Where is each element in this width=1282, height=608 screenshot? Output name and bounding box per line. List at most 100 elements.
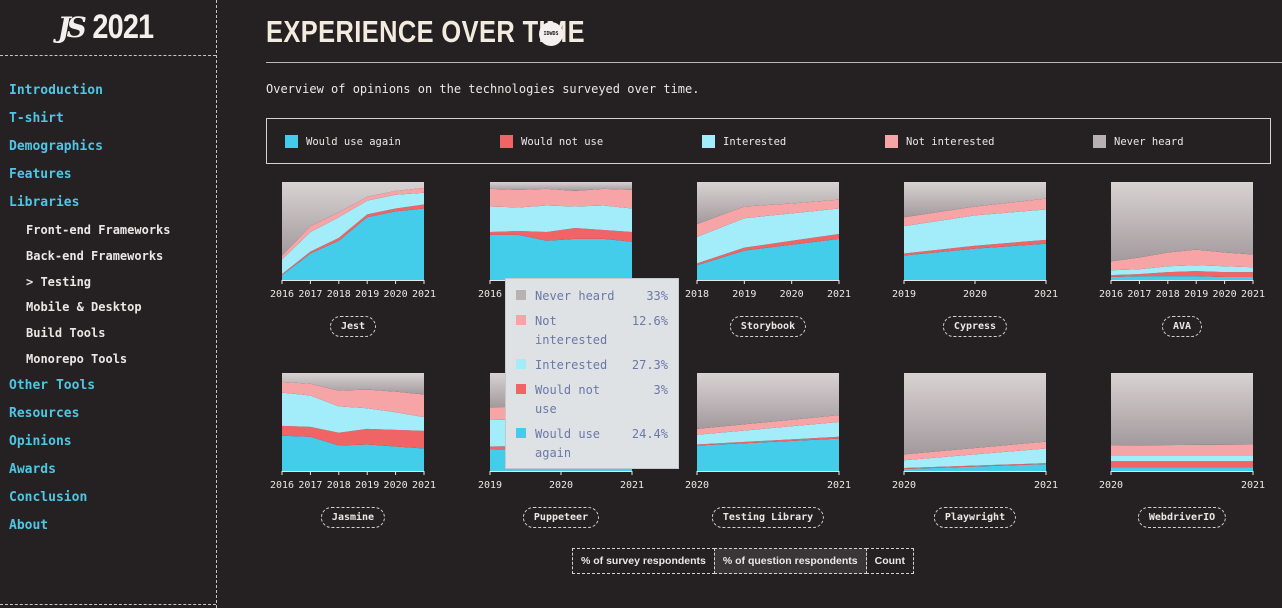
legend-label: Would not use bbox=[521, 135, 604, 148]
tool-name-button[interactable]: Cypress bbox=[942, 316, 1008, 337]
x-tick-label: 2017 bbox=[1127, 289, 1151, 300]
legend-label: Would use again bbox=[306, 135, 401, 148]
area-never-heard[interactable] bbox=[904, 373, 1046, 455]
tool-name-button[interactable]: Jasmine bbox=[320, 507, 386, 528]
sidebar-item-testing[interactable]: > Testing bbox=[26, 274, 92, 289]
x-tick-label: 2020 bbox=[892, 480, 916, 491]
area-interested[interactable] bbox=[904, 448, 1046, 469]
sidebar-item-libraries[interactable]: Libraries bbox=[9, 195, 80, 210]
chart-svg: 2016 2017 2018 2019 2020 2021 bbox=[270, 182, 436, 300]
x-tick-label: 2018 bbox=[1156, 289, 1180, 300]
sidebar-item-awards[interactable]: Awards bbox=[9, 461, 56, 477]
area-not-interested[interactable] bbox=[1111, 249, 1253, 271]
area-never-heard[interactable] bbox=[697, 182, 839, 225]
legend-item-interested[interactable]: Interested bbox=[702, 135, 786, 148]
area-would-not-use[interactable] bbox=[697, 233, 839, 266]
area-would-use[interactable] bbox=[282, 208, 424, 280]
area-never-heard[interactable] bbox=[1111, 373, 1253, 446]
area-not-interested[interactable] bbox=[904, 441, 1046, 461]
sidebar-item-monorepo-tools[interactable]: Monorepo Tools bbox=[26, 351, 128, 366]
area-never-heard[interactable] bbox=[490, 182, 632, 191]
chart-svg: 2016 2017 2018 2019 2020 2021 bbox=[1099, 182, 1265, 300]
area-never-heard[interactable] bbox=[697, 373, 839, 429]
area-would-use[interactable] bbox=[904, 243, 1046, 280]
area-never-heard[interactable] bbox=[904, 182, 1046, 218]
sidebar-item-about[interactable]: About bbox=[9, 517, 49, 533]
area-would-not-use[interactable] bbox=[1111, 461, 1253, 468]
legend-label: Not interested bbox=[906, 135, 995, 148]
area-would-not-use[interactable] bbox=[904, 239, 1046, 256]
sidebar-item-demographics[interactable]: Demographics bbox=[9, 139, 103, 154]
chart-playwright: 2020 2021 Playwright bbox=[888, 373, 1078, 543]
x-tick-label: 2018 bbox=[685, 289, 709, 300]
sidebar-item-t-shirt[interactable]: T-shirt bbox=[9, 111, 64, 126]
area-never-heard[interactable] bbox=[282, 373, 424, 395]
area-would-use[interactable] bbox=[282, 435, 424, 471]
tooltip-swatch bbox=[516, 359, 526, 369]
area-interested[interactable] bbox=[1111, 455, 1253, 462]
x-tick-label: 2020 bbox=[1213, 289, 1237, 300]
area-not-interested[interactable] bbox=[904, 198, 1046, 227]
tool-name-button[interactable]: WebdriverIO bbox=[1137, 507, 1227, 528]
sidebar-item-resources[interactable]: Resources bbox=[9, 405, 80, 421]
area-interested[interactable] bbox=[697, 208, 839, 264]
tool-name-button[interactable]: Jest bbox=[329, 316, 377, 337]
area-would-use[interactable] bbox=[697, 438, 839, 471]
area-not-interested[interactable] bbox=[490, 188, 632, 209]
area-never-heard[interactable] bbox=[282, 182, 424, 256]
area-would-not-use[interactable] bbox=[1111, 271, 1253, 278]
tool-name-button[interactable]: Playwright bbox=[933, 507, 1017, 528]
area-interested[interactable] bbox=[697, 422, 839, 445]
area-would-use[interactable] bbox=[490, 234, 632, 280]
area-not-interested[interactable] bbox=[697, 199, 839, 237]
ids-badge[interactable]: IDWDS bbox=[539, 22, 563, 46]
sidebar-item-features[interactable]: Features bbox=[9, 167, 72, 182]
area-would-use[interactable] bbox=[1111, 467, 1253, 471]
area-not-interested[interactable] bbox=[282, 381, 424, 418]
sidebar-item-introduction[interactable]: Introduction bbox=[9, 83, 103, 98]
sidebar-item-mobile-desktop[interactable]: Mobile & Desktop bbox=[26, 300, 142, 315]
unit-button-count[interactable]: Count bbox=[865, 548, 914, 574]
sidebar-item-opinions[interactable]: Opinions bbox=[9, 433, 72, 449]
legend-item-would-not-use[interactable]: Would not use bbox=[500, 135, 603, 148]
tool-name-button[interactable]: AVA bbox=[1161, 316, 1203, 337]
area-would-not-use[interactable] bbox=[282, 425, 424, 449]
unit-button-of-survey-respondents[interactable]: % of survey respondents bbox=[572, 548, 715, 574]
sidebar-item-conclusion[interactable]: Conclusion bbox=[9, 489, 88, 505]
legend-item-would-use[interactable]: Would use again bbox=[285, 135, 401, 148]
area-would-not-use[interactable] bbox=[697, 436, 839, 446]
tooltip-row-interested: Interested 27.3% bbox=[516, 356, 668, 375]
area-interested[interactable] bbox=[904, 209, 1046, 254]
area-not-interested[interactable] bbox=[697, 415, 839, 435]
area-would-use[interactable] bbox=[1111, 276, 1253, 280]
chart-svg: 2020 2021 bbox=[1099, 373, 1265, 491]
sidebar-item-front-end-frameworks[interactable]: Front-end Frameworks bbox=[26, 223, 171, 237]
area-would-use[interactable] bbox=[904, 464, 1046, 471]
tooltip-value: 33% bbox=[646, 289, 668, 303]
tool-name-button[interactable]: Testing Library bbox=[711, 507, 825, 528]
tooltip-label: Would not use bbox=[535, 383, 601, 416]
area-interested[interactable] bbox=[282, 192, 424, 275]
area-interested[interactable] bbox=[490, 205, 632, 232]
area-would-not-use[interactable] bbox=[904, 463, 1046, 470]
tool-name-button[interactable]: Puppeteer bbox=[522, 507, 600, 528]
sidebar-item-build-tools[interactable]: Build Tools bbox=[26, 326, 106, 341]
logo[interactable]: JS 2021 bbox=[0, 0, 216, 56]
legend-item-never-heard[interactable]: Never heard bbox=[1093, 135, 1184, 148]
sidebar-item-other-tools[interactable]: Other Tools bbox=[9, 377, 96, 393]
unit-button-of-question-respondents[interactable]: % of question respondents bbox=[713, 548, 867, 574]
chart-tooltip: Never heard 33% Not interested 12.6% Interes… bbox=[505, 278, 679, 469]
area-would-use[interactable] bbox=[697, 238, 839, 280]
x-tick-label: 2020 bbox=[685, 480, 709, 491]
area-interested[interactable] bbox=[1111, 265, 1253, 276]
legend-item-not-interested[interactable]: Not interested bbox=[885, 135, 995, 148]
area-interested[interactable] bbox=[282, 392, 424, 433]
x-tick-label: 2021 bbox=[1241, 480, 1265, 491]
chart-jasmine: 2016 2017 2018 2019 2020 2021 Jasmine bbox=[266, 373, 456, 543]
area-never-heard[interactable] bbox=[1111, 182, 1253, 262]
sidebar-item-back-end-frameworks[interactable]: Back-end Frameworks bbox=[26, 248, 164, 263]
tooltip-label: Never heard bbox=[535, 289, 615, 303]
area-not-interested[interactable] bbox=[1111, 444, 1253, 456]
area-would-not-use[interactable] bbox=[490, 228, 632, 242]
tool-name-button[interactable]: Storybook bbox=[729, 316, 807, 337]
